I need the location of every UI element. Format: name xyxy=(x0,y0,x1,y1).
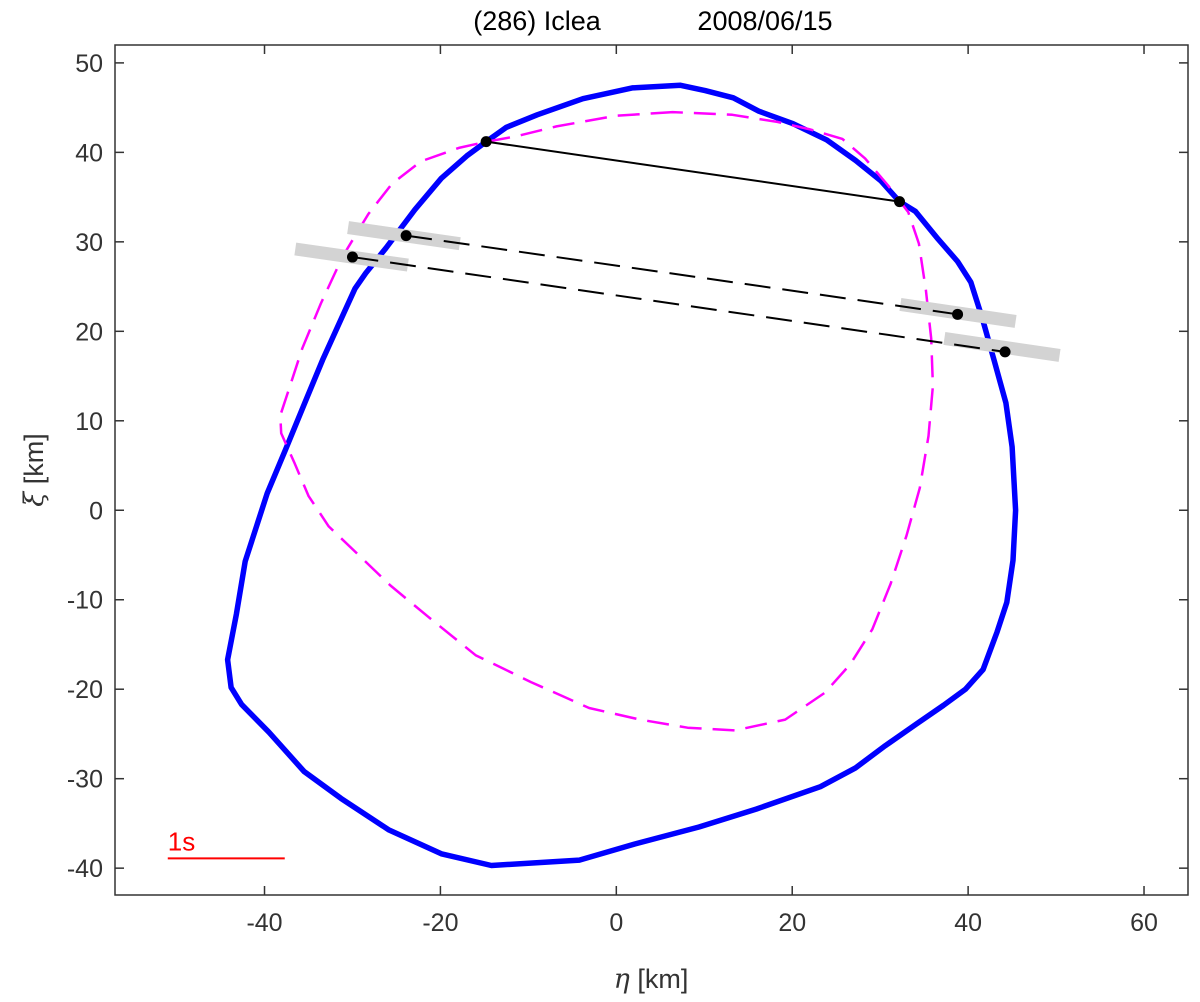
chord-line-dashed xyxy=(352,256,1006,353)
magenta-profile-curve xyxy=(279,110,935,732)
y-tick-label: 0 xyxy=(89,497,103,525)
plot-frame xyxy=(114,44,1189,896)
chord-endpoint xyxy=(480,136,492,148)
scale-bar: 1s xyxy=(167,826,285,860)
scale-bar-label: 1s xyxy=(168,826,195,856)
x-tick-label: -40 xyxy=(246,909,282,937)
x-tick-label: -20 xyxy=(422,909,458,937)
y-tick-label: -30 xyxy=(67,766,103,794)
y-tick-label: 20 xyxy=(75,318,103,346)
y-tick-label: 10 xyxy=(75,408,103,436)
x-tick-label: 60 xyxy=(1130,909,1158,937)
uncertainty-bar xyxy=(943,332,1061,362)
y-tick-label: 30 xyxy=(75,229,103,257)
y-tick-label: 40 xyxy=(75,139,103,167)
chord-endpoint xyxy=(400,230,412,242)
y-tick-label: -10 xyxy=(67,587,103,615)
x-axis-ticks: -40 -20 0 20 40 60 xyxy=(246,45,1158,937)
chord-endpoint xyxy=(894,196,906,208)
chord-endpoints xyxy=(346,136,1011,358)
y-tick-label: -20 xyxy=(67,676,103,704)
chord-endpoint xyxy=(952,308,964,320)
y-tick-label: 50 xyxy=(75,50,103,78)
blue-profile-curve xyxy=(224,82,1019,869)
chord-line-solid xyxy=(486,140,900,203)
y-tick-label: -40 xyxy=(67,855,103,883)
occultation-chords xyxy=(352,140,1006,353)
chord-endpoint xyxy=(999,346,1011,358)
chart-title: (286) Iclea xyxy=(473,6,602,36)
x-tick-label: 0 xyxy=(609,909,623,937)
x-axis-label: η [km] xyxy=(614,964,689,995)
chart-date: 2008/06/15 xyxy=(697,6,832,36)
y-axis-label: ξ [km] xyxy=(19,433,50,506)
chord-line-dashed xyxy=(405,234,958,316)
chord-endpoint xyxy=(346,251,358,263)
x-tick-label: 20 xyxy=(778,909,806,937)
profile-curves xyxy=(224,82,1019,869)
y-axis-ticks: 50 40 30 20 10 0 -10 -20 -30 -40 xyxy=(67,50,1188,883)
x-tick-label: 40 xyxy=(954,909,982,937)
